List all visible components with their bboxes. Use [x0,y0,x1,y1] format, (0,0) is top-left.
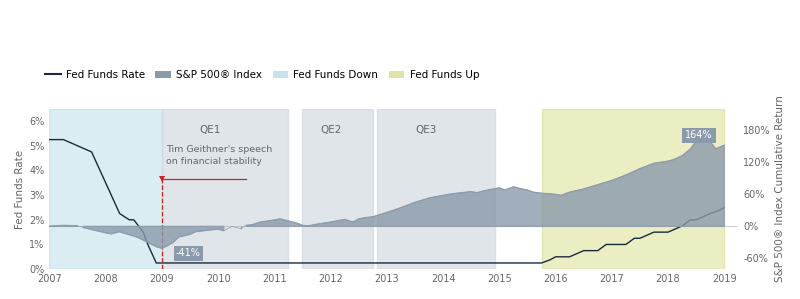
Y-axis label: Fed Funds Rate: Fed Funds Rate [15,150,25,228]
Legend: Fed Funds Rate, S&P 500® Index, Fed Funds Down, Fed Funds Up: Fed Funds Rate, S&P 500® Index, Fed Fund… [41,66,483,84]
Bar [50,109,162,269]
Bar [378,109,495,269]
Y-axis label: S&P 500® Index Cumulative Return: S&P 500® Index Cumulative Return [775,95,785,282]
Text: QE3: QE3 [415,125,437,135]
Text: Tim Geithner's speech
on financial stability: Tim Geithner's speech on financial stabi… [166,145,273,166]
Text: QE1: QE1 [199,125,220,135]
Text: QE2: QE2 [320,125,342,135]
Text: 164%: 164% [686,130,713,141]
Bar [162,109,289,269]
Text: -41%: -41% [176,248,201,258]
Bar [302,109,373,269]
Bar [542,109,724,269]
